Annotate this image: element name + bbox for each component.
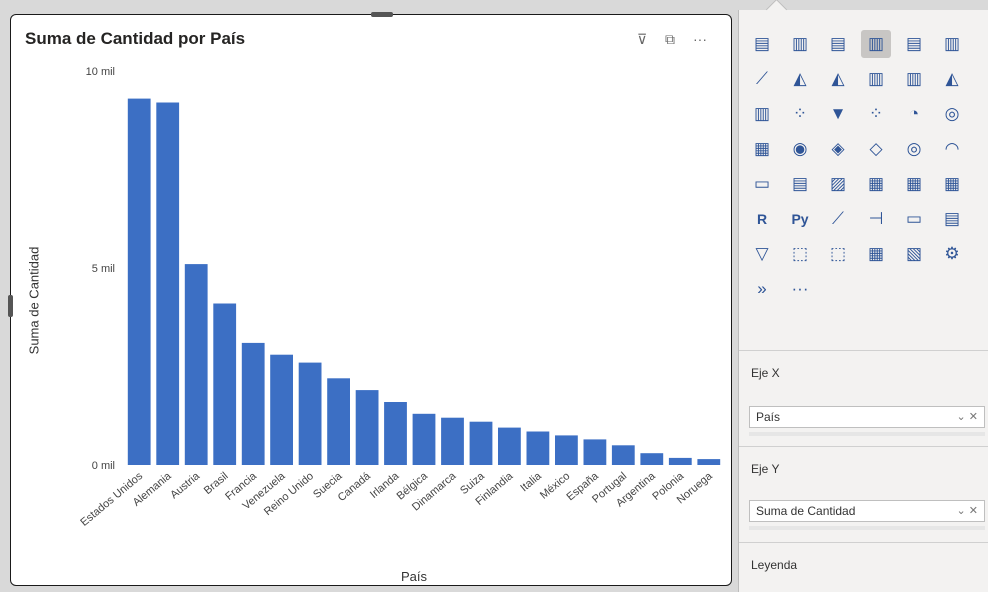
pie-chart-icon[interactable]: ◔ <box>908 104 920 123</box>
bar-18[interactable] <box>640 453 664 465</box>
bar-0[interactable] <box>127 98 151 465</box>
axis-x-field: País <box>756 410 781 424</box>
y-axis-title: Suma de Cantidad <box>26 246 42 355</box>
bar-20[interactable] <box>697 459 721 465</box>
metrics-icon[interactable]: ▦ <box>867 244 885 263</box>
scatter-chart-icon[interactable]: ⁘ <box>868 104 884 123</box>
bar-15[interactable] <box>555 435 578 465</box>
y-tick-label: 5 mil <box>92 263 115 275</box>
bar-17[interactable] <box>611 445 635 465</box>
more-options-icon[interactable]: ··· <box>791 279 809 298</box>
bar-2[interactable] <box>184 264 208 465</box>
filled-map-icon[interactable]: ◈ <box>831 139 845 158</box>
visualizations-pane: ▤ ▥ ▤ ▥ ▤ ▥ ⟋ ◭ ◭ ▥ ▥ ◭ ▥ ⁘ ▼ ⁘ ◔ ◎ ▦ ◉ ◈ ◇ ◎ ◠ ▭ ▤ ▨ ▦ ▦ ▦ R Py ⟋ ⊣ ▭ ▤ ▽ ⬚ ⬚… <box>738 0 988 592</box>
donut-chart-icon[interactable]: ◎ <box>944 104 960 123</box>
r-visual-icon[interactable]: R <box>756 211 768 227</box>
stacked-column-icon[interactable]: ▥ <box>791 34 809 53</box>
waterfall-icon[interactable]: ▥ <box>753 104 771 123</box>
python-visual-icon[interactable]: Py <box>791 211 809 227</box>
bar-10[interactable] <box>412 413 436 465</box>
funnel-icon[interactable]: ▼ <box>829 104 847 123</box>
axis-y-field-well[interactable]: Suma de Cantidad ⌄ ✕ <box>749 500 985 522</box>
100-stacked-column-icon[interactable]: ▥ <box>943 34 961 53</box>
visual-type-grid: ▤ ▥ ▤ ▥ ▤ ▥ ⟋ ◭ ◭ ▥ ▥ ◭ ▥ ⁘ ▼ ⁘ ◔ ◎ ▦ ◉ ◈ ◇ ◎ ◠ ▭ ▤ ▨ ▦ ▦ ▦ R Py ⟋ ⊣ ▭ ▤ ▽ ⬚ ⬚… <box>747 30 973 310</box>
card-icon[interactable]: ▭ <box>753 174 771 193</box>
divider <box>739 542 988 543</box>
gauge-icon[interactable]: ◠ <box>944 139 960 158</box>
focus-mode-icon[interactable]: ⧉ <box>665 31 675 47</box>
bar-7[interactable] <box>327 378 350 465</box>
more-options-button[interactable]: ··· <box>693 31 707 47</box>
arcgis-icon[interactable]: ▧ <box>905 244 923 263</box>
resize-handle-top[interactable] <box>371 12 393 17</box>
treemap-icon[interactable]: ▦ <box>753 139 771 158</box>
axis-x-label: Eje X <box>751 366 780 380</box>
matrix-icon[interactable]: ▦ <box>943 174 961 193</box>
resize-handle-left[interactable] <box>8 295 13 317</box>
map-icon[interactable]: ◉ <box>792 139 808 158</box>
decomposition-tree-icon[interactable]: ⊣ <box>868 209 884 228</box>
azure-map-icon[interactable]: ◎ <box>906 139 922 158</box>
area-chart-icon[interactable]: ◭ <box>793 69 807 88</box>
smart-narrative-icon[interactable]: ▤ <box>943 209 961 228</box>
key-influencers-icon[interactable]: ⟋ <box>832 209 844 228</box>
clustered-column-icon[interactable]: ▥ <box>861 30 891 58</box>
get-more-visuals-icon[interactable]: » <box>757 279 767 298</box>
field-well-controls[interactable]: ⌄ ✕ <box>956 411 979 423</box>
bar-16[interactable] <box>583 439 607 465</box>
bar-6[interactable] <box>298 362 322 465</box>
kpi-icon[interactable]: ▨ <box>829 174 847 193</box>
axis-y-label: Eje Y <box>751 462 780 476</box>
scatter-icon[interactable]: ⁘ <box>792 104 808 123</box>
bar-9[interactable] <box>384 402 407 465</box>
bar-8[interactable] <box>355 390 379 465</box>
table-icon[interactable]: ▦ <box>905 174 923 193</box>
divider <box>739 350 988 351</box>
bar-14[interactable] <box>526 431 550 466</box>
x-axis-title: País <box>401 569 428 584</box>
field-well-controls[interactable]: ⌄ ✕ <box>956 505 979 517</box>
stacked-area-icon[interactable]: ◭ <box>831 69 845 88</box>
chart-title: Suma de Cantidad por País <box>25 29 246 48</box>
bar-12[interactable] <box>469 421 493 465</box>
bar-5[interactable] <box>270 354 293 465</box>
y-tick-label: 0 mil <box>92 460 115 472</box>
slicer-icon[interactable]: ▦ <box>867 174 885 193</box>
line-stacked-column-icon[interactable]: ▥ <box>867 69 885 88</box>
100-stacked-bar-icon[interactable]: ▤ <box>905 34 923 53</box>
stacked-bar-icon[interactable]: ▤ <box>753 34 771 53</box>
bar-19[interactable] <box>668 457 692 465</box>
axis-x-field-well[interactable]: País ⌄ ✕ <box>749 406 985 428</box>
y-tick-label: 10 mil <box>86 66 115 78</box>
shape-map-icon[interactable]: ◇ <box>869 139 883 158</box>
legend-label: Leyenda <box>751 558 798 572</box>
bar-1[interactable] <box>156 102 180 466</box>
line-chart-icon[interactable]: ⟋ <box>756 69 768 88</box>
bar-3[interactable] <box>213 303 237 466</box>
power-apps-icon[interactable]: ⬚ <box>791 244 809 263</box>
bar-4[interactable] <box>241 342 265 465</box>
bar-chart-visual[interactable]: Suma de Cantidad por País ⊽ ⧉ ··· 0 mil 5… <box>8 12 732 586</box>
line-clustered-column-icon[interactable]: ▥ <box>905 69 923 88</box>
axis-y-field: Suma de Cantidad <box>756 504 856 518</box>
paginated-report-icon[interactable]: ▽ <box>755 244 769 263</box>
qa-icon[interactable]: ▭ <box>905 209 923 228</box>
drop-zone[interactable] <box>749 432 985 436</box>
x-tick-label: Austria <box>168 470 203 502</box>
divider <box>739 446 988 447</box>
bar-11[interactable] <box>441 417 464 465</box>
power-automate-icon[interactable]: ⬚ <box>829 244 847 263</box>
x-tick-label: Canadá <box>336 470 374 505</box>
pane-pointer <box>765 0 788 21</box>
filter-icon[interactable]: ⊽ <box>637 31 648 47</box>
bar-13[interactable] <box>498 427 521 465</box>
custom-visual-icon[interactable]: ⚙ <box>944 244 960 263</box>
drop-zone[interactable] <box>749 526 985 530</box>
ribbon-chart-icon[interactable]: ◭ <box>945 69 959 88</box>
multi-row-card-icon[interactable]: ▤ <box>791 174 809 193</box>
clustered-bar-icon[interactable]: ▤ <box>829 34 847 53</box>
